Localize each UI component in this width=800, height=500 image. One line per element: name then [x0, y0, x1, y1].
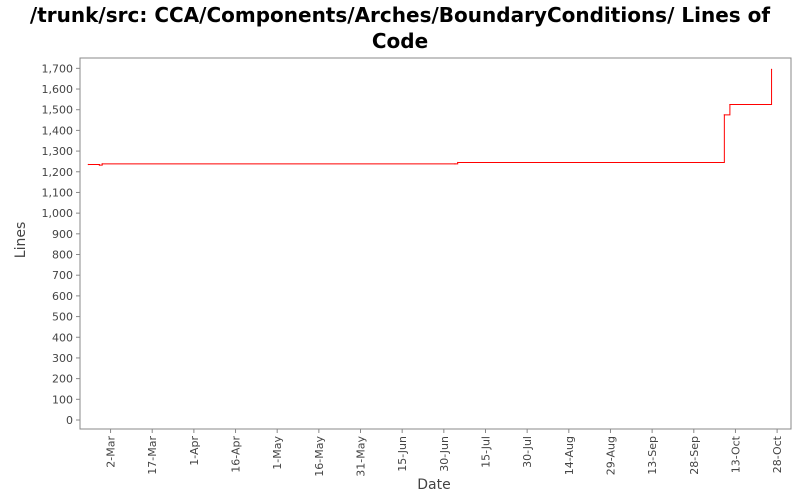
data-point [101, 163, 103, 165]
y-tick-label: 1,000 [42, 207, 74, 220]
y-tick-label: 0 [66, 414, 73, 427]
y-tick-label: 1,400 [42, 124, 74, 137]
x-tick-label: 14-Aug [563, 436, 576, 475]
x-axis-label: Date [417, 477, 450, 493]
data-point [770, 68, 773, 70]
x-axis: 2-Mar 17-Mar 1-Apr 16-Apr 1-May 16-May 31-May 1… [105, 429, 784, 477]
x-tick-label: 1-Apr [188, 436, 201, 466]
y-tick-label: 700 [52, 269, 73, 282]
x-tick-label: 17-Mar [146, 436, 159, 475]
x-tick-label: 30-Jul [521, 436, 534, 468]
y-tick-label: 600 [52, 290, 73, 303]
y-axis: 0 100 200 300 400 500 600 700 800 900 1,000 1,100 1,… [42, 62, 80, 427]
x-tick-label: 28-Sep [688, 436, 701, 475]
y-axis-label: Lines [13, 222, 29, 258]
y-tick-label: 100 [52, 393, 73, 406]
data-point [98, 164, 101, 166]
x-tick-label: 31-May [355, 436, 368, 477]
plot-area [79, 57, 792, 430]
y-tick-label: 1,500 [42, 104, 74, 117]
x-tick-label: 13-Oct [729, 435, 742, 473]
data-point [454, 163, 456, 165]
y-tick-label: 200 [52, 373, 73, 386]
data-point [87, 163, 89, 166]
y-tick-label: 1,100 [42, 186, 74, 199]
y-tick-label: 1,300 [42, 145, 74, 158]
y-tick-label: 1,600 [42, 83, 74, 96]
x-tick-label: 30-Jun [438, 436, 451, 472]
x-tick-label: 29-Aug [604, 436, 617, 475]
x-tick-label: 16-May [313, 436, 326, 477]
data-point [729, 103, 731, 106]
x-tick-label: 15-Jun [396, 436, 409, 472]
series-layer [87, 68, 773, 166]
y-tick-label: 1,200 [42, 166, 74, 179]
y-tick-label: 400 [52, 331, 73, 344]
data-point [723, 114, 725, 116]
x-tick-label: 2-Mar [105, 436, 118, 468]
x-tick-label: 13-Sep [646, 436, 659, 475]
y-tick-label: 1,700 [42, 62, 74, 75]
x-tick-label: 28-Oct [771, 435, 784, 473]
x-tick-label: 15-Jul [479, 436, 492, 468]
y-tick-label: 500 [52, 311, 73, 324]
y-tick-label: 800 [52, 249, 73, 262]
x-tick-label: 16-Apr [230, 436, 243, 473]
chart-title: /trunk/src: CCA/Components/Arches/Bounda… [29, 3, 771, 53]
y-tick-label: 900 [52, 228, 73, 241]
data-point [457, 161, 459, 164]
y-tick-label: 300 [52, 352, 73, 365]
x-tick-label: 1-May [271, 436, 284, 470]
